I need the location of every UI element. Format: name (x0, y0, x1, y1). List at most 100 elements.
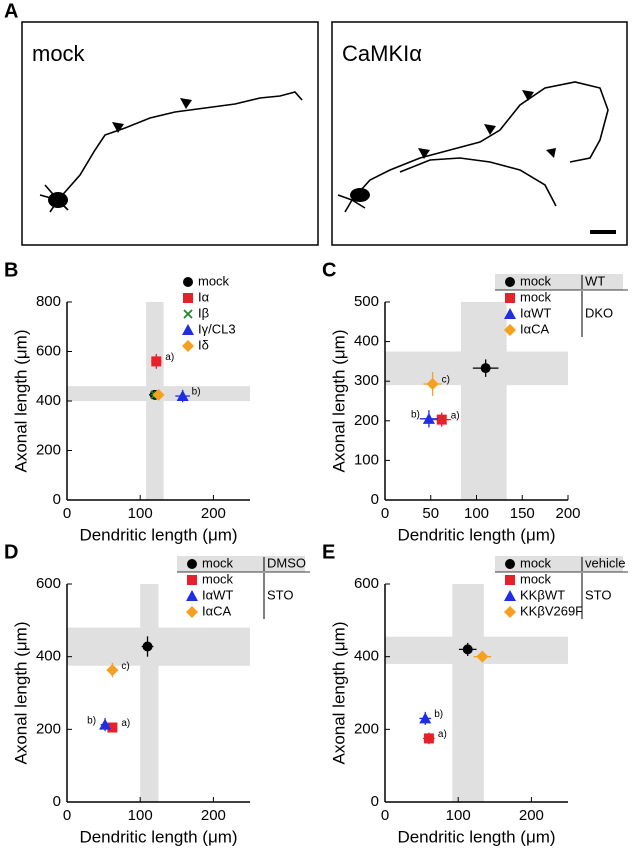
legend-marker (504, 590, 516, 601)
legend-marker (183, 277, 193, 287)
panel-label: B (4, 259, 18, 281)
annotation: a) (451, 410, 460, 421)
y-tick-label: 200 (354, 720, 379, 737)
band (67, 627, 250, 666)
legend-marker (187, 559, 197, 569)
legend-shade (495, 274, 623, 290)
legend-label: Iγ/CL3 (198, 321, 236, 336)
point (152, 388, 165, 401)
y-tick-label: 200 (36, 720, 61, 737)
x-tick-label: 0 (381, 505, 389, 522)
legend-label: IαCA (202, 603, 232, 618)
legend-marker (504, 324, 516, 336)
x-tick-label: 0 (381, 807, 389, 824)
y-tick-label: 100 (354, 451, 379, 468)
point (142, 641, 153, 652)
legend-marker (505, 293, 515, 303)
panel-label: D (4, 541, 18, 563)
point (151, 356, 162, 367)
band (452, 584, 484, 802)
point (480, 363, 491, 374)
legend-label: mock (202, 571, 234, 586)
y-tick-label: 300 (354, 372, 379, 389)
point (106, 664, 119, 677)
point (426, 377, 439, 390)
x-tick-label: 100 (128, 505, 153, 522)
point (476, 650, 489, 663)
annotation: b) (87, 715, 96, 726)
y-tick-label: 600 (36, 342, 61, 359)
legend-label: IαWT (520, 305, 551, 320)
point (99, 718, 112, 730)
legend-group-label: STO (267, 587, 294, 602)
y-tick-label: 400 (36, 392, 61, 409)
legend-marker (183, 309, 193, 319)
legend-marker (504, 308, 516, 319)
y-tick-label: 500 (354, 293, 379, 310)
legend-marker (504, 606, 516, 618)
legend-group-label: DMSO (267, 555, 306, 570)
x-tick-label: 0 (63, 505, 71, 522)
point (423, 733, 434, 744)
legend-label: mock (520, 273, 552, 288)
image-frame (331, 21, 628, 246)
annotation: a) (121, 718, 130, 729)
y-tick-label: 0 (371, 793, 379, 810)
legend-marker (182, 340, 194, 352)
legend-label: Iα (198, 289, 210, 304)
x-tick-label: 200 (555, 505, 580, 522)
legend-label: mock (520, 289, 552, 304)
x-tick-label: 100 (446, 807, 471, 824)
y-tick-label: 0 (53, 793, 61, 810)
y-tick-label: 600 (354, 575, 379, 592)
point (176, 390, 189, 402)
panel-label: E (322, 541, 335, 563)
annotation: b) (434, 709, 443, 720)
annotation: c) (442, 375, 450, 386)
panel-label: C (322, 259, 336, 281)
y-tick-label: 400 (354, 648, 379, 665)
x-tick-label: 0 (63, 807, 71, 824)
point (462, 644, 473, 655)
legend-shade (177, 556, 305, 572)
y-tick-label: 0 (53, 491, 61, 508)
y-tick-label: 400 (354, 333, 379, 350)
legend-marker (186, 590, 198, 601)
y-tick-label: 0 (371, 491, 379, 508)
neuron-soma (48, 188, 370, 208)
legend-marker (505, 559, 515, 569)
legend-label: Iδ (198, 337, 209, 352)
annotation: b) (411, 409, 420, 420)
legend-label: mock (520, 555, 552, 570)
y-axis-label: Axonal length (μm) (329, 621, 348, 764)
image-title: mock (32, 41, 86, 66)
x-axis-label: Dendritic length (μm) (397, 525, 555, 544)
point (107, 722, 118, 733)
x-tick-label: 200 (201, 505, 226, 522)
x-tick-label: 200 (519, 807, 544, 824)
legend-marker (187, 575, 197, 585)
scale-bar (590, 230, 616, 234)
y-axis-label: Axonal length (μm) (329, 329, 348, 472)
point (436, 414, 447, 425)
legend-marker (505, 575, 515, 585)
annotation: a) (438, 729, 447, 740)
y-tick-label: 200 (354, 412, 379, 429)
legend-group-label: DKO (585, 305, 613, 320)
band (385, 636, 568, 664)
y-axis-label: Axonal length (μm) (11, 621, 30, 764)
legend-label: KKβV269F (520, 603, 583, 618)
band (460, 302, 507, 500)
legend-marker (186, 606, 198, 618)
image-frame (21, 21, 319, 246)
image-title: CaMKIα (342, 41, 422, 66)
x-tick-label: 50 (422, 505, 439, 522)
annotation: c) (121, 661, 129, 672)
legend-label: mock (520, 571, 552, 586)
legend-label: IαCA (520, 321, 550, 336)
x-tick-label: 100 (128, 807, 153, 824)
neuron (39, 81, 609, 213)
band (140, 584, 159, 802)
x-axis-label: Dendritic length (μm) (397, 827, 555, 846)
